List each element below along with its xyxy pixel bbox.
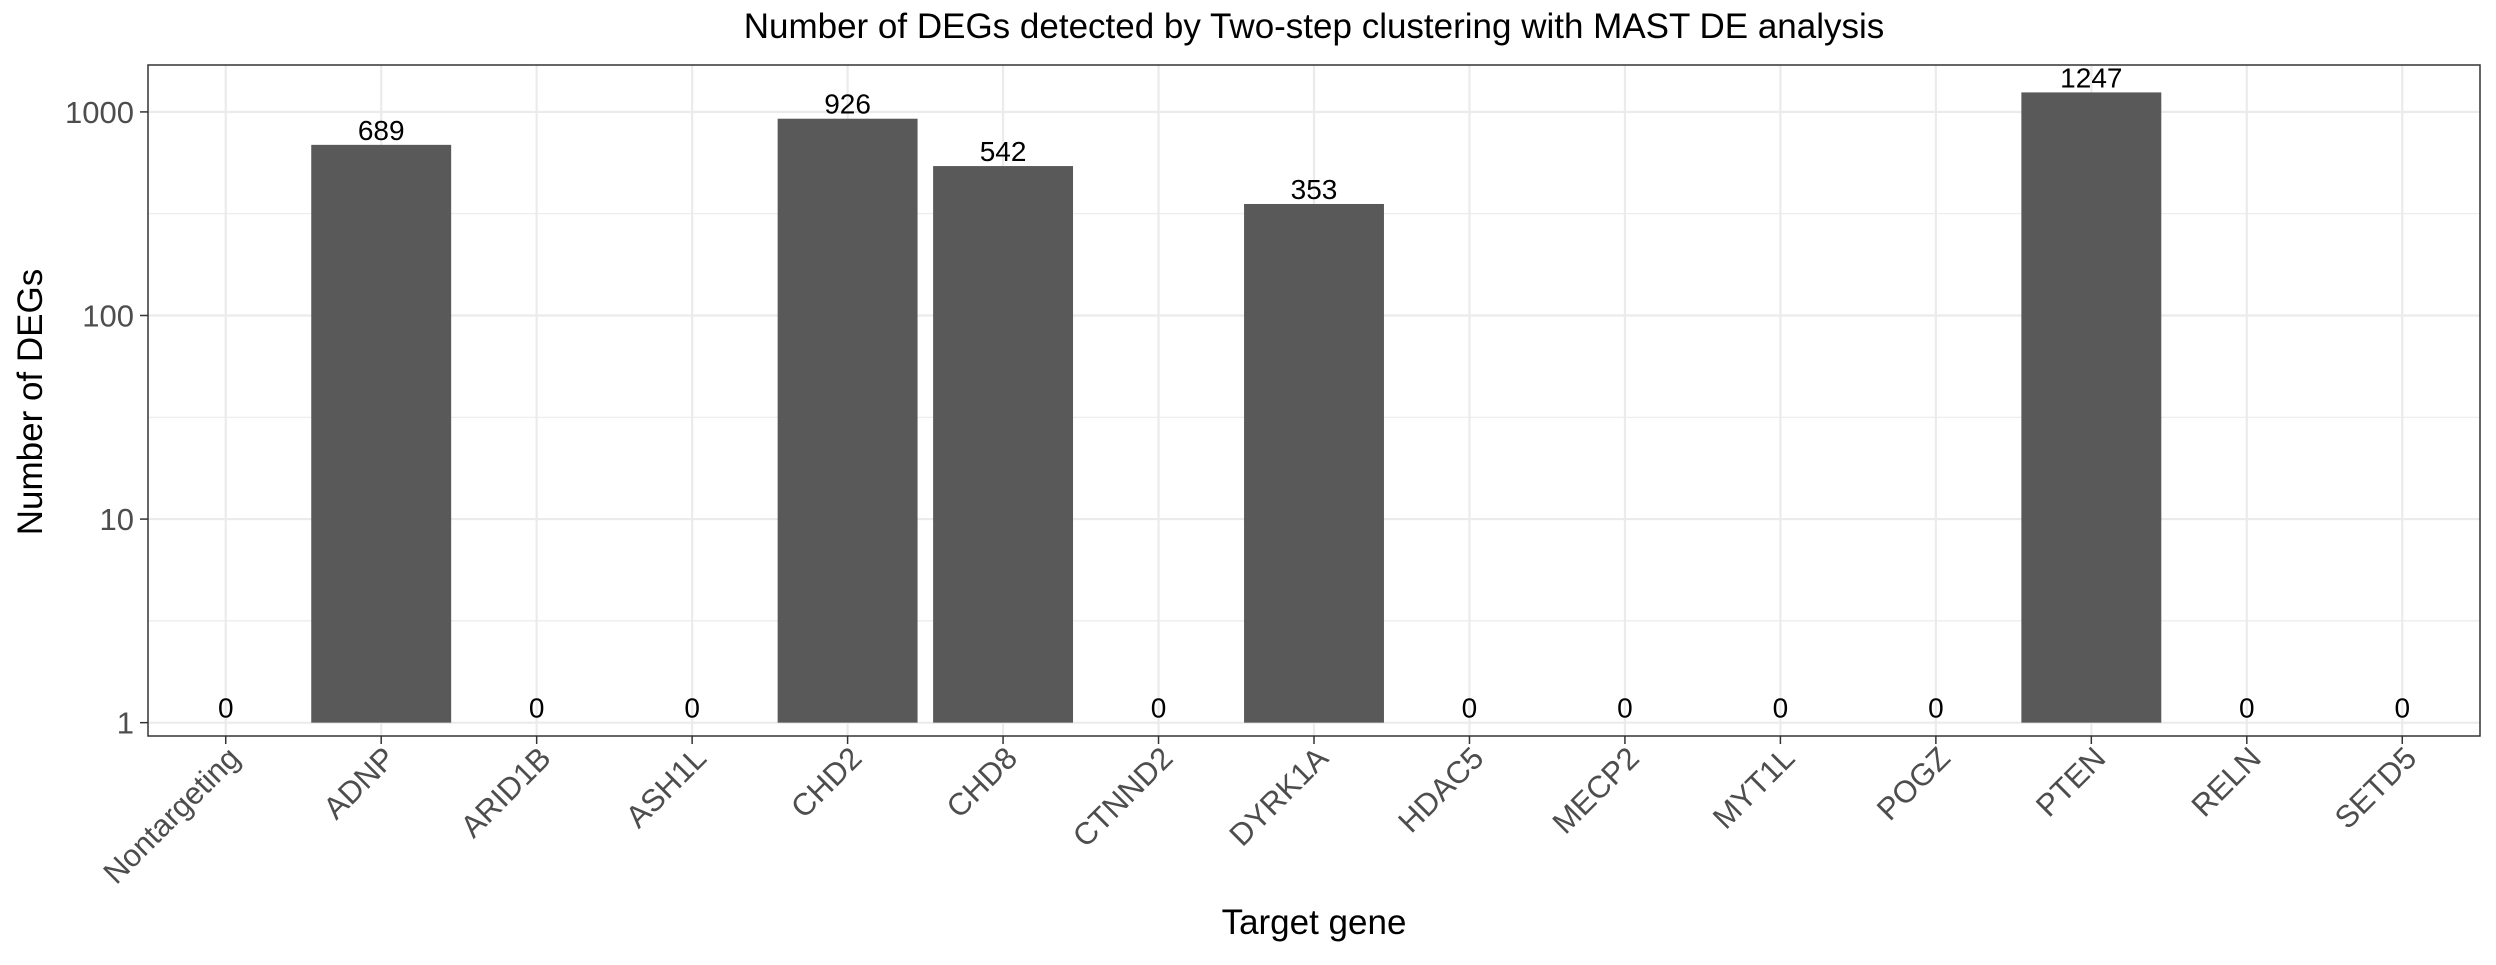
x-tick-label: CHD8 [940,740,1024,824]
data-label-hdac5: 0 [1462,693,1478,724]
x-tick-label: HDAC5 [1391,740,1490,839]
bar-dyrk1a [1244,203,1384,723]
x-tick-label: RELN [2185,740,2268,823]
data-label-ash1l: 0 [684,693,700,724]
data-label-adnp: 689 [358,115,405,146]
data-label-reln: 0 [2239,693,2255,724]
data-label-chd2: 926 [824,89,871,120]
data-label-myt1l: 0 [1773,693,1789,724]
data-label-pogz: 0 [1928,693,1944,724]
data-label-ctnnd2: 0 [1151,693,1167,724]
bar-adnp [311,144,452,723]
x-tick-label: PTEN [2029,740,2112,823]
y-tick-label: 1 [117,706,134,741]
chart-title: Number of DEGs detected by Two-step clus… [744,7,1885,46]
data-label-chd8: 542 [980,136,1027,167]
x-axis-title: Target gene [1222,903,1407,942]
data-label-setd5: 0 [2394,693,2410,724]
y-tick-label: 1000 [65,95,134,130]
x-tick-label: CTNND2 [1066,740,1180,854]
x-axis: Nontargeting ADNP ARID1B ASH1L CHD2 CHD8 CTNND… [96,736,2423,890]
y-axis: 1 10 100 1000 [65,95,148,741]
x-tick-label: ASH1L [619,740,713,834]
x-tick-label: SETD5 [2328,740,2423,835]
data-label-arid1b: 0 [529,693,545,724]
data-label-mecp2: 0 [1617,693,1633,724]
bar-pten [2021,92,2162,723]
data-label-pten: 1247 [2060,62,2122,93]
bar-chd8 [933,166,1074,723]
data-label-nontargeting: 0 [218,693,234,724]
x-tick-label: POGZ [1870,740,1957,827]
x-tick-label: ADNP [316,740,402,826]
y-axis-title: Number of DEGs [11,269,50,535]
bars-layer [311,92,2162,723]
x-tick-label: CHD2 [784,740,868,824]
data-label-dyrk1a: 353 [1291,174,1338,205]
x-tick-label: ARID1B [454,740,558,844]
x-tick-label: Nontargeting [96,740,246,890]
bar-chd2 [777,118,918,723]
y-tick-label: 10 [100,502,134,537]
x-tick-label: MECP2 [1546,740,1646,840]
x-tick-label: MYT1L [1706,740,1801,835]
x-tick-label: DYRK1A [1222,740,1335,853]
data-labels-layer: 0 689 0 0 926 542 0 353 0 0 0 0 1247 0 0 [218,62,2410,723]
y-tick-label: 100 [82,298,134,333]
